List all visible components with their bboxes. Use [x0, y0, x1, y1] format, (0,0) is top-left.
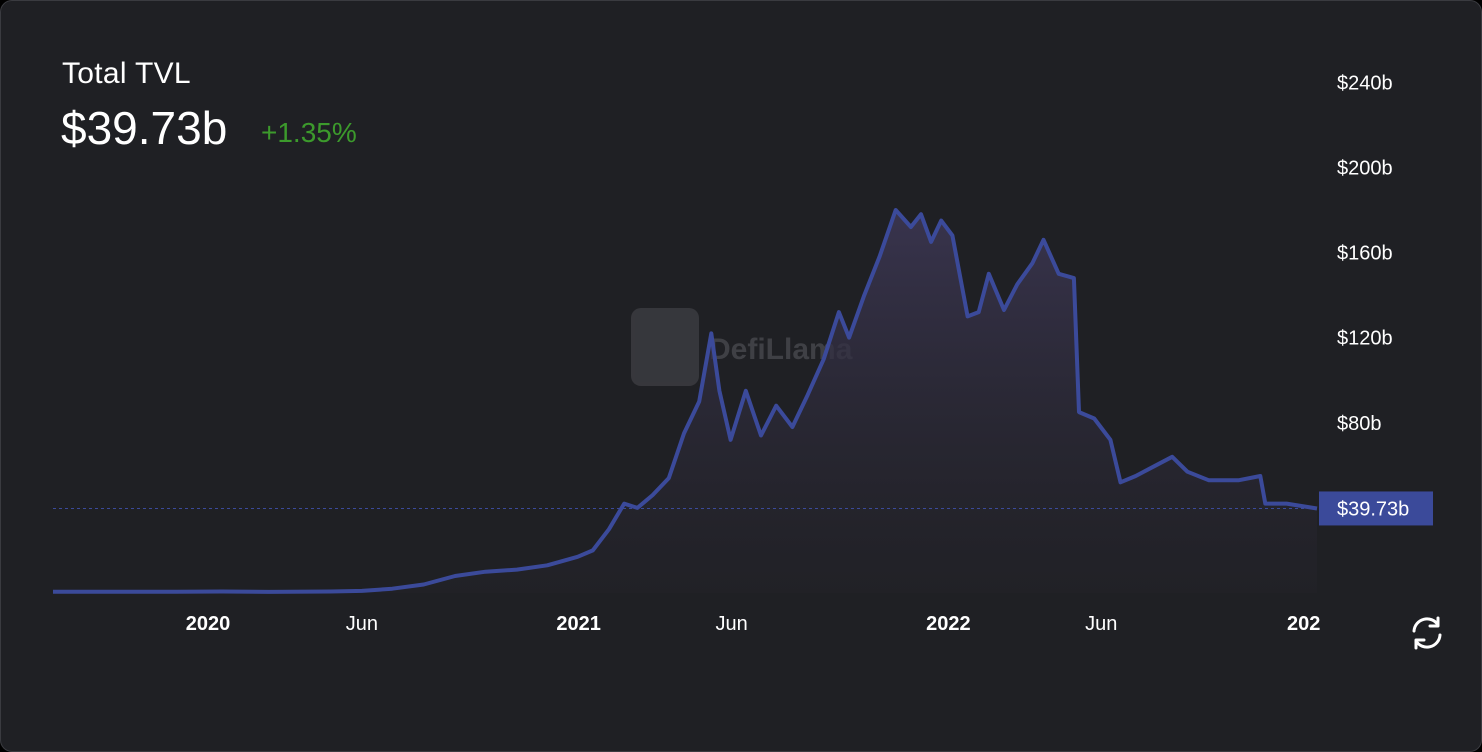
tvl-area-fill [53, 210, 1317, 593]
x-axis: 2020 Jun 2021 Jun 2022 Jun 202 [186, 613, 1321, 635]
x-tick-label: 2022 [926, 613, 971, 635]
total-tvl-value: $39.73b [61, 102, 228, 154]
y-tick-label: $240b [1337, 72, 1393, 94]
current-value-badge: $39.73b [1319, 491, 1433, 526]
y-axis: $80b $120b $160b $200b $240b [1337, 72, 1393, 434]
current-value-badge-bg [1319, 491, 1433, 526]
llama-logo-icon [631, 308, 699, 386]
refresh-icon[interactable] [1407, 613, 1447, 653]
x-tick-label: 202 [1287, 613, 1320, 635]
y-tick-label: $80b [1337, 413, 1382, 435]
x-tick-label: Jun [1085, 613, 1117, 635]
chart-title: Total TVL [62, 57, 191, 90]
y-tick-label: $160b [1337, 243, 1393, 265]
tvl-series-line [53, 208, 1318, 594]
current-value-label: $39.73b [1337, 498, 1409, 520]
x-tick-label: 2020 [186, 613, 231, 635]
tvl-change-percent: +1.35% [261, 117, 357, 148]
y-tick-label: $200b [1337, 157, 1393, 179]
x-tick-label: 2021 [556, 613, 601, 635]
x-tick-label: Jun [715, 613, 747, 635]
y-tick-label: $120b [1337, 328, 1393, 350]
x-tick-label: Jun [346, 613, 378, 635]
